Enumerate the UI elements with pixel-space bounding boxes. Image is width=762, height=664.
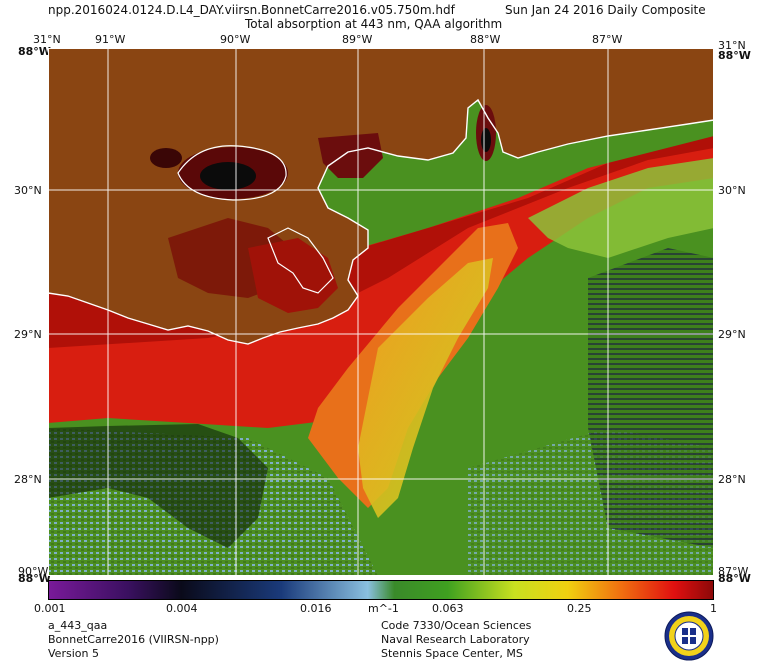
lat-label-right-28: 28°N (718, 473, 746, 486)
lime-eastern-plume (528, 158, 714, 258)
lon-label-top-90: 90°W (220, 33, 251, 46)
lon-label-top-87: 87°W (592, 33, 623, 46)
cbar-tick-0.016: 0.016 (300, 602, 332, 615)
cbar-unit: m^-1 (368, 602, 399, 615)
lat-label-right-29: 29°N (718, 328, 746, 341)
lat-label-left-28: 28°N (14, 473, 42, 486)
cbar-tick-0.25: 0.25 (567, 602, 592, 615)
blackout-no-data (48, 424, 268, 548)
lon-label-top-88: 88°W (470, 33, 501, 46)
absorption-map (48, 48, 714, 576)
colorbar (48, 580, 714, 600)
image-filename: npp.2016024.0124.D.L4_DAY.viirsn.BonnetC… (48, 3, 455, 17)
lake-coastline (177, 145, 287, 201)
corner-bottom-left-lon: 88°W (18, 572, 51, 585)
mobile-bay-core (481, 128, 491, 152)
colorbar-frame (48, 580, 714, 600)
map-frame (48, 48, 714, 576)
cbar-tick-1: 1 (710, 602, 717, 615)
cbar-tick-0.063: 0.063 (432, 602, 464, 615)
product-title: Total absorption at 443 nm, QAA algorith… (245, 17, 503, 31)
corner-top-right-lat: 31°N (718, 39, 746, 52)
footer-dataset: BonnetCarre2016 (VIIRSN-npp) (48, 633, 219, 646)
corner-bottom-right-lon: 88°W (718, 572, 751, 585)
lake-maurepas (150, 148, 182, 168)
breton-sound-water (318, 133, 383, 178)
graticule-grid (48, 48, 714, 576)
lake-pontchartrain-core (200, 162, 256, 190)
footer-org-location: Stennis Space Center, MS (381, 647, 523, 660)
cbar-tick-0.001: 0.001 (34, 602, 66, 615)
corner-bottom-left-lat: 90°W (18, 565, 49, 578)
footer-org-name: Naval Research Laboratory (381, 633, 530, 646)
ocean-east-striped (588, 248, 714, 548)
corner-top-left-lon: 88°W (18, 45, 51, 58)
corner-top-left-lat: 31°N (33, 33, 61, 46)
image-date-label: Sun Jan 24 2016 Daily Composite (505, 3, 706, 17)
lat-label-left-29: 29°N (14, 328, 42, 341)
footer-version: Version 5 (48, 647, 99, 660)
footer-product-name: a_443_qaa (48, 619, 108, 632)
lat-label-right-30: 30°N (718, 184, 746, 197)
cbar-tick-0.004: 0.004 (166, 602, 198, 615)
delta-coastline (267, 227, 334, 294)
colorbar-gradient (48, 580, 714, 600)
corner-bottom-right-lat: 87°W (718, 565, 749, 578)
lat-label-left-30: 30°N (14, 184, 42, 197)
nrl-seal-logo (664, 611, 714, 661)
delta-marsh (248, 238, 338, 313)
corner-top-right-lon: 88°W (718, 49, 751, 62)
lon-label-top-89: 89°W (342, 33, 373, 46)
lon-label-top-91: 91°W (95, 33, 126, 46)
footer-org-code: Code 7330/Ocean Sciences (381, 619, 532, 632)
yellow-plume (358, 258, 493, 518)
